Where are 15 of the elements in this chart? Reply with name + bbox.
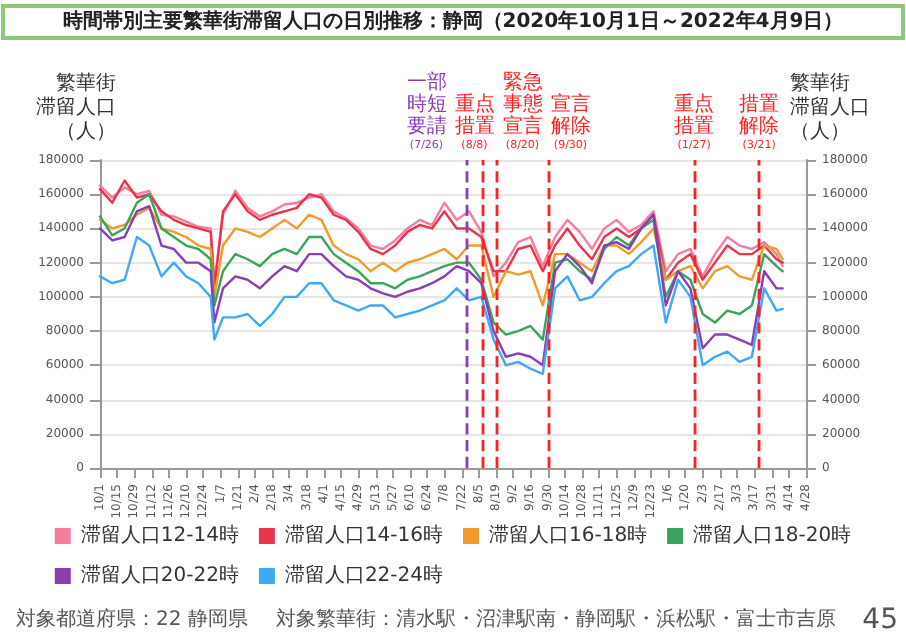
text: 対象繁華街：清水駅・沼津駅南・静岡駅・浜松駅・富士市吉原 bbox=[276, 607, 836, 631]
legend-label: 滞留人口20-22時 bbox=[80, 563, 239, 587]
legend-label: 滞留人口12-14時 bbox=[80, 523, 239, 547]
y2-axis-title: 繁華街滞留人口（人） bbox=[790, 71, 870, 143]
legend-label: 滞留人口16-18時 bbox=[489, 523, 648, 547]
line-series bbox=[98, 206, 784, 307]
text: 対象都道府県：22 静岡県 bbox=[16, 607, 248, 631]
legend-label: 滞留人口22-24時 bbox=[284, 563, 444, 587]
text: 45 bbox=[862, 604, 899, 636]
line-series bbox=[98, 235, 784, 376]
legend-label: 滞留人口14-16時 bbox=[284, 523, 444, 547]
legend-label: 滞留人口18-20時 bbox=[693, 523, 852, 547]
line-series bbox=[98, 193, 784, 341]
chart-title: 時間帯別主要繁華街滞留人口の日別推移：静岡（2020年10月1日～2022年4月9日） bbox=[62, 9, 844, 33]
y-axis-title: 繁華街滞留人口（人） bbox=[36, 71, 116, 143]
